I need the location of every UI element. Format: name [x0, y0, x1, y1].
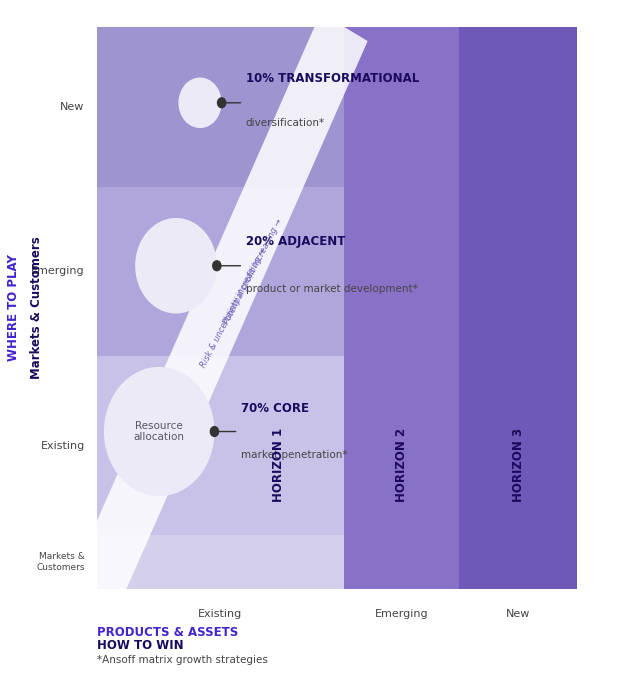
Text: Potential profit increasing →: Potential profit increasing → — [222, 217, 284, 326]
Text: 70% CORE: 70% CORE — [241, 402, 309, 415]
Text: Existing: Existing — [41, 441, 85, 451]
Text: Risk & uncertainty increasing →: Risk & uncertainty increasing → — [199, 247, 268, 369]
Bar — [459, 27, 577, 187]
Bar — [344, 355, 459, 536]
Text: product or market development*: product or market development* — [246, 284, 417, 294]
Text: New: New — [506, 608, 530, 618]
Bar — [459, 355, 577, 536]
Text: Emerging: Emerging — [31, 267, 85, 277]
Text: Emerging: Emerging — [375, 608, 429, 618]
Text: HORIZON 3: HORIZON 3 — [512, 428, 525, 502]
Text: WHERE TO PLAY: WHERE TO PLAY — [7, 254, 21, 361]
Circle shape — [210, 426, 219, 437]
Text: Markets &
Customers: Markets & Customers — [36, 553, 85, 572]
Bar — [97, 355, 344, 536]
Text: Resource
allocation: Resource allocation — [134, 421, 185, 442]
Circle shape — [178, 77, 222, 128]
Text: HOW TO WIN: HOW TO WIN — [97, 639, 183, 652]
Bar — [459, 187, 577, 355]
Polygon shape — [73, 13, 368, 603]
Bar — [97, 27, 344, 187]
Bar — [459, 536, 577, 589]
Text: HORIZON 2: HORIZON 2 — [396, 428, 408, 502]
Text: PRODUCTS & ASSETS: PRODUCTS & ASSETS — [97, 626, 238, 639]
Circle shape — [217, 97, 227, 108]
Bar — [344, 187, 459, 355]
Text: HORIZON 1: HORIZON 1 — [271, 428, 285, 502]
Circle shape — [135, 218, 217, 314]
Circle shape — [212, 260, 222, 271]
Bar — [344, 536, 459, 589]
Bar — [97, 536, 344, 589]
Text: New: New — [61, 102, 85, 112]
Text: 20% ADJACENT: 20% ADJACENT — [246, 235, 345, 248]
Text: *Ansoff matrix growth strategies: *Ansoff matrix growth strategies — [97, 655, 268, 665]
Text: Markets & Customers: Markets & Customers — [30, 236, 43, 380]
Text: 10% TRANSFORMATIONAL: 10% TRANSFORMATIONAL — [246, 72, 419, 85]
Bar — [97, 187, 344, 355]
Text: market penetration*: market penetration* — [241, 450, 348, 460]
Bar — [344, 27, 459, 187]
Circle shape — [104, 367, 215, 496]
Text: Existing: Existing — [198, 608, 243, 618]
Text: diversification*: diversification* — [246, 118, 325, 128]
